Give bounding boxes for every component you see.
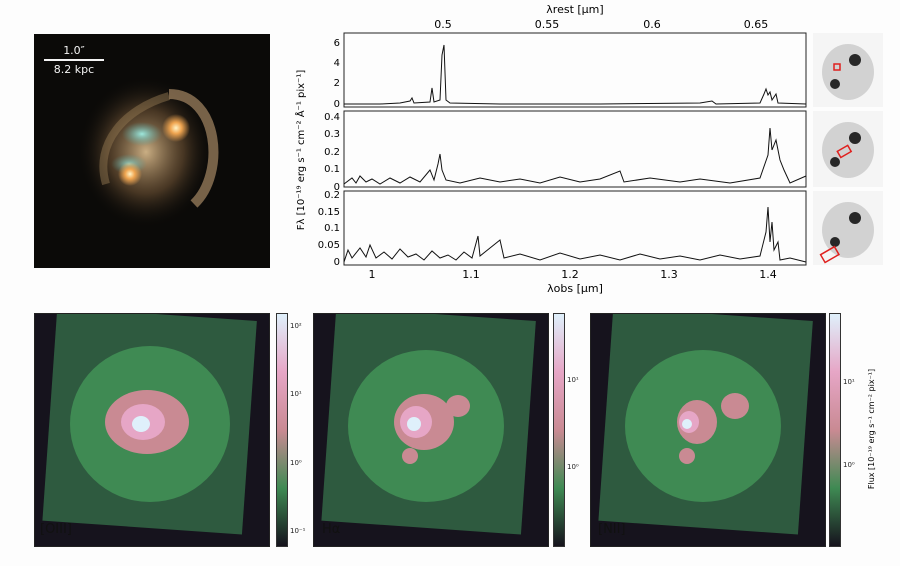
spectrum-figure: 0.5 0.55 0.6 0.65 λrest [μm] 6 4 2 0 0.4… (294, 3, 874, 295)
map-label-oiii: [OIII] (40, 522, 72, 537)
colorbar-oiii (276, 313, 288, 547)
cbar-tick: 10⁰ (843, 461, 855, 469)
top-tick-label: 0.5 (434, 18, 452, 31)
y-tick: 6 (334, 38, 340, 49)
map-nii (590, 313, 826, 547)
top-tick-label: 0.55 (535, 18, 560, 31)
y-tick: 0.2 (324, 147, 340, 158)
y-tick: 0 (334, 182, 340, 193)
spectrum-trace-2 (343, 127, 807, 185)
top-tick-label: 0.65 (744, 18, 769, 31)
y-tick: 0 (334, 257, 340, 268)
spectrum-trace-3 (343, 206, 807, 263)
spectrum-panel-1 (343, 32, 807, 108)
spectrum-trace-1 (344, 44, 807, 105)
y-tick: 0.3 (324, 129, 340, 140)
cbar-tick: 10⁰ (290, 459, 302, 467)
map-halpha (313, 313, 549, 547)
colorbar-title: Flux [10⁻¹⁹ erg s⁻¹ cm⁻² pix⁻¹] (867, 369, 876, 489)
top-axis-title: λrest [μm] (546, 3, 603, 16)
x-tick: 1.1 (462, 268, 480, 281)
hst-color-image (34, 34, 270, 268)
x-tick: 1.3 (660, 268, 678, 281)
y-tick: 0.1 (324, 223, 340, 234)
colorbar-nii (829, 313, 841, 547)
spectrum-panel-2 (343, 110, 807, 188)
galaxy-merger-image (78, 76, 219, 228)
aperture-box-2 (836, 144, 853, 159)
cbar-tick: 10² (290, 322, 302, 330)
y-axis-title: Fλ [10⁻¹⁹ erg s⁻¹ cm⁻² Å⁻¹ pix⁻¹] (294, 70, 307, 231)
cbar-tick: 10⁻¹ (290, 527, 306, 535)
colorbar-halpha (553, 313, 565, 547)
y-tick: 0 (334, 99, 340, 110)
y-tick: 0.05 (318, 240, 340, 251)
cbar-tick: 10¹ (290, 390, 302, 398)
x-tick: 1.2 (561, 268, 579, 281)
colorbar-title-svg: Flux [10⁻¹⁹ erg s⁻¹ cm⁻² pix⁻¹] (867, 369, 876, 489)
y-tick: 0.4 (324, 112, 340, 123)
map-label-nii: [NII] (598, 522, 626, 537)
x-axis-title: λobs [μm] (547, 282, 603, 295)
cbar-tick: 10⁰ (567, 463, 579, 471)
scale-bar (44, 59, 104, 61)
y-tick: 0.15 (318, 207, 340, 218)
map-oiii (34, 313, 270, 547)
map-label-halpha: Hα (322, 522, 341, 537)
x-tick: 1 (369, 268, 376, 281)
aperture-box-3 (819, 245, 840, 264)
top-tick-label: 0.6 (643, 18, 661, 31)
y-tick: 2 (334, 78, 340, 89)
aperture-box-1 (833, 63, 841, 71)
scale-arcsec: 1.0″ (63, 44, 85, 57)
x-tick: 1.4 (759, 268, 777, 281)
cbar-tick: 10¹ (843, 378, 855, 386)
y-tick: 0.2 (324, 190, 340, 201)
y-tick: 0.1 (324, 164, 340, 175)
y-tick: 4 (334, 58, 340, 69)
scale-kpc: 8.2 kpc (53, 63, 95, 76)
spectrum-panel-3 (343, 190, 807, 266)
cbar-tick: 10¹ (567, 376, 579, 384)
